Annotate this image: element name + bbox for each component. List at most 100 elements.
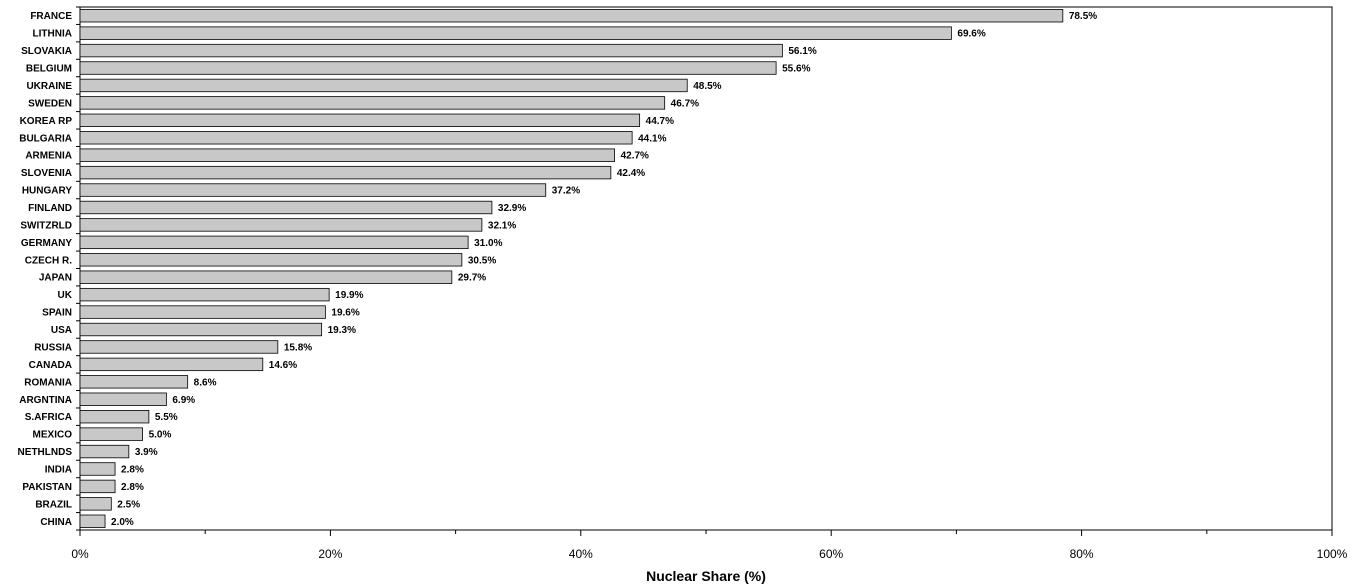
data-label: 19.3% [328, 325, 356, 336]
category-label: USA [51, 325, 72, 336]
bars-layer [79, 9, 1064, 528]
category-label: RUSSIA [34, 342, 72, 353]
bar-finland [79, 200, 493, 215]
data-label: 44.1% [638, 133, 666, 144]
bar-uk [79, 287, 330, 302]
category-label: SWITZRLD [20, 220, 72, 231]
category-label: SLOVAKIA [21, 46, 72, 57]
category-label: MEXICO [33, 430, 73, 441]
category-label: INDIA [45, 464, 72, 475]
data-label: 2.5% [117, 499, 140, 510]
data-label: 3.9% [135, 447, 158, 458]
bar-brazil [79, 497, 112, 511]
category-label: S.AFRICA [25, 412, 72, 423]
category-label: CANADA [29, 360, 72, 371]
category-label: FRANCE [30, 11, 72, 22]
category-label: CHINA [40, 517, 72, 528]
data-label: 55.6% [782, 64, 810, 75]
y-axis-ticks [76, 6, 80, 531]
bar-india [79, 462, 116, 476]
category-label: ARMENIA [25, 151, 72, 162]
data-label: 44.7% [646, 116, 674, 127]
bar-czech-r [79, 253, 463, 267]
category-label: ROMANIA [24, 377, 72, 388]
bar-japan [79, 270, 453, 284]
data-label: 42.7% [621, 151, 649, 162]
data-label: 5.5% [155, 412, 178, 423]
x-axis-title: Nuclear Share (%) [646, 568, 766, 584]
data-label: 46.7% [671, 98, 699, 109]
category-label: GERMANY [21, 238, 72, 249]
category-label: KOREA RP [20, 116, 73, 127]
bar-korea-rp [79, 113, 641, 127]
bar-armenia [79, 148, 616, 162]
bar-s-africa [79, 410, 150, 424]
data-label: 31.0% [474, 238, 502, 249]
bar-slovenia [79, 165, 612, 180]
category-label: PAKISTAN [22, 482, 72, 493]
data-label: 15.8% [284, 342, 312, 353]
bar-hungary [79, 183, 547, 197]
category-label: NETHLNDS [18, 447, 73, 458]
data-label: 29.7% [458, 273, 486, 284]
data-label: 19.9% [335, 290, 363, 301]
bar-lithnia [79, 26, 952, 40]
bar-russia [79, 340, 279, 354]
x-tick-label: 100% [1317, 547, 1348, 561]
data-label: 48.5% [693, 81, 721, 92]
category-label: LITHNIA [33, 29, 72, 40]
bar-canada [79, 357, 264, 372]
x-tick-label: 20% [318, 547, 342, 561]
category-label: CZECH R. [25, 255, 72, 266]
category-label: SPAIN [42, 308, 72, 319]
category-label: BELGIUM [26, 64, 72, 75]
data-label: 42.4% [617, 168, 645, 179]
category-labels: FRANCE LITHNIA SLOVAKIA BELGIUM UKRAINE SWEDE… [18, 11, 73, 528]
bar-nethlnds [79, 444, 130, 459]
bar-ukraine [79, 78, 688, 93]
category-label: BULGARIA [19, 133, 72, 144]
data-label: 8.6% [194, 377, 217, 388]
category-label: UK [58, 290, 73, 301]
data-label: 14.6% [269, 360, 297, 371]
bar-sweden [79, 96, 666, 110]
category-label: JAPAN [39, 273, 72, 284]
category-label: SLOVENIA [21, 168, 72, 179]
category-label: ARGNTINA [19, 395, 72, 406]
bar-usa [79, 322, 323, 337]
bar-bulgaria [79, 131, 633, 145]
category-label: UKRAINE [26, 81, 72, 92]
x-tick-label: 40% [569, 547, 593, 561]
bar-argntina [79, 392, 167, 406]
data-label: 19.6% [331, 308, 359, 319]
x-axis-ticks: 0% 20% 40% 60% 80% 100% [71, 530, 1348, 561]
bar-belgium [79, 61, 777, 75]
data-label: 37.2% [552, 186, 580, 197]
bar-spain [79, 305, 326, 319]
bar-france [79, 9, 1064, 23]
data-label: 56.1% [788, 46, 816, 57]
category-label: FINLAND [28, 203, 72, 214]
data-label: 32.9% [498, 203, 526, 214]
value-labels: 78.5% 69.6% 56.1% 55.6% 48.5% 46.7% 44.7% 44.1%… [111, 11, 1097, 528]
category-label: BRAZIL [35, 499, 72, 510]
x-tick-label: 0% [71, 547, 89, 561]
data-label: 6.9% [172, 395, 195, 406]
bar-mexico [79, 427, 143, 441]
bar-pakistan [79, 479, 116, 494]
x-tick-label: 60% [819, 547, 843, 561]
bar-slovakia [79, 43, 783, 58]
bar-romania [79, 375, 189, 389]
data-label: 30.5% [468, 255, 496, 266]
x-tick-label: 80% [1070, 547, 1094, 561]
bar-germany [79, 235, 469, 250]
data-label: 32.1% [488, 220, 516, 231]
category-label: SWEDEN [28, 98, 72, 109]
bar-china [79, 514, 106, 528]
bar-switzrld [79, 218, 483, 232]
data-label: 78.5% [1069, 11, 1097, 22]
plot-area [79, 6, 1333, 531]
category-label: HUNGARY [22, 186, 73, 197]
data-label: 5.0% [149, 430, 172, 441]
